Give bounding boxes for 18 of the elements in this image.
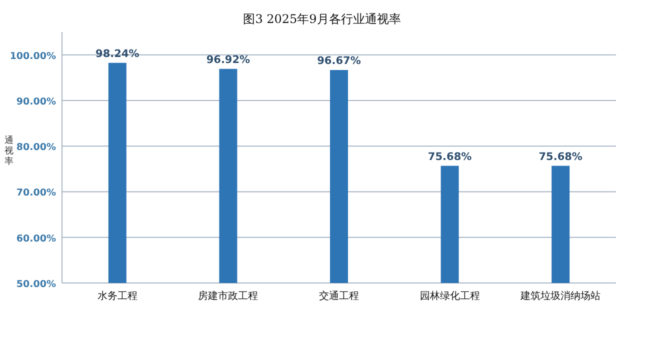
y-tick-label: 50.00% [16,279,56,290]
chart-title: 图3 2025年9月各行业通视率 [243,12,401,26]
data-label: 96.67% [317,55,362,68]
y-tick-label: 70.00% [16,188,56,199]
x-tick-label: 交通工程 [319,290,359,302]
data-label: 75.68% [428,150,472,163]
data-label: 98.24% [96,48,140,60]
x-tick-label: 水务工程 [97,290,138,302]
y-tick-label: 60.00% [16,233,56,244]
x-tick-label: 建筑垃圾消纳场站 [520,290,601,302]
x-tick-label: 房建市政工程 [198,290,258,302]
data-label: 96.92% [206,54,251,66]
y-tick-label: 90.00% [16,96,56,108]
y-tick-label: 80.00% [16,142,56,154]
y-axis-title: 通视率 [4,135,14,167]
data-label: 75.68% [538,150,583,163]
y-tick-label: 100.00% [10,50,56,62]
x-tick-label: 园林绿化工程 [420,290,480,302]
